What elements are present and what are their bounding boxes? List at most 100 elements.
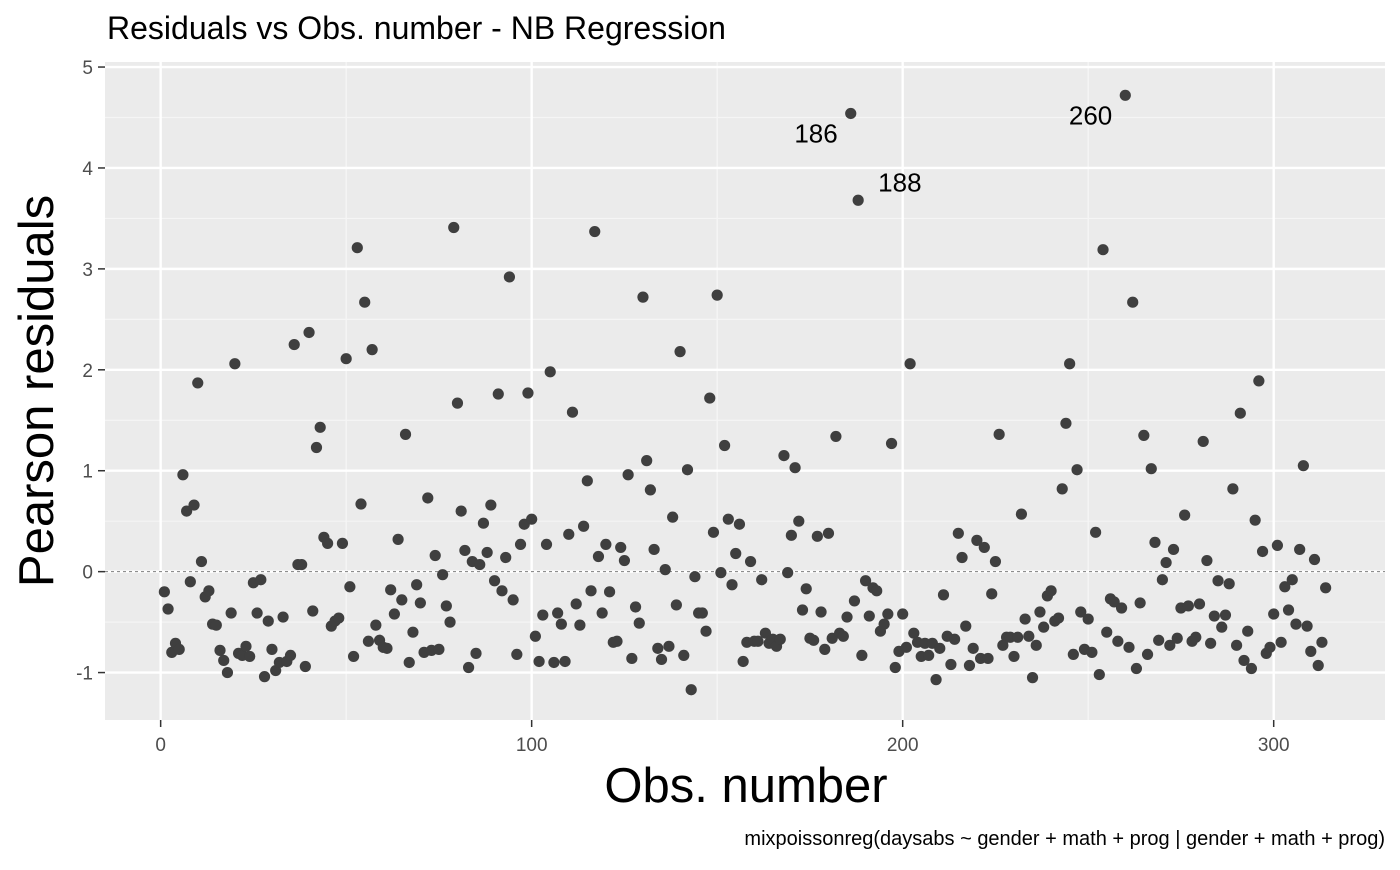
data-point (1190, 631, 1202, 643)
data-point (811, 530, 823, 542)
data-point (808, 634, 820, 646)
data-point (1108, 596, 1120, 608)
data-point (722, 513, 734, 525)
data-point (422, 492, 434, 504)
chart-caption: mixpoissonreg(daysabs ~ gender + math + … (744, 828, 1385, 850)
data-point (685, 684, 697, 696)
data-point (793, 515, 805, 527)
data-point (1167, 543, 1180, 556)
data-point (366, 344, 378, 356)
data-point (1205, 637, 1217, 649)
data-point (1227, 483, 1239, 495)
data-point (1112, 635, 1124, 647)
data-point (1071, 464, 1083, 476)
data-point (1015, 508, 1028, 520)
data-point (299, 660, 311, 673)
data-point (796, 604, 809, 616)
data-point (255, 574, 267, 586)
data-point (863, 610, 875, 622)
data-point (1182, 600, 1194, 612)
data-point (555, 618, 567, 630)
data-point (218, 654, 230, 667)
data-point (578, 520, 590, 532)
data-point (1130, 662, 1143, 675)
y-tick-label: 3 (82, 260, 93, 281)
y-tick-label: 1 (82, 462, 93, 483)
data-point (848, 595, 861, 607)
data-point (1082, 613, 1094, 625)
data-point (1134, 597, 1146, 609)
data-point (359, 296, 371, 308)
data-point (952, 527, 964, 539)
data-point (1320, 582, 1332, 594)
data-point (626, 652, 638, 665)
data-point (310, 441, 323, 454)
panel-background (105, 62, 1385, 720)
data-point (711, 289, 723, 301)
data-point (785, 529, 797, 541)
data-point (882, 608, 894, 620)
data-point (759, 627, 772, 639)
data-point (993, 428, 1005, 440)
data-point (629, 601, 642, 613)
data-point (470, 647, 482, 659)
data-point (1294, 543, 1306, 556)
data-point (514, 538, 527, 550)
data-point (778, 449, 790, 462)
data-point (307, 605, 319, 617)
data-point (1230, 639, 1243, 651)
data-point (878, 618, 890, 630)
data-point (930, 674, 942, 686)
data-point (1249, 514, 1261, 526)
data-point (756, 574, 768, 586)
data-point (852, 194, 864, 206)
x-tick-label: 200 (887, 735, 919, 756)
data-point (503, 271, 516, 283)
data-point (485, 499, 497, 511)
data-point (774, 633, 786, 645)
data-point (336, 537, 349, 549)
data-point (1026, 672, 1039, 684)
data-point (533, 655, 545, 668)
data-point (696, 607, 708, 619)
data-point (177, 469, 189, 481)
data-point (744, 555, 757, 568)
data-point (1271, 539, 1284, 552)
data-point (266, 643, 278, 655)
data-point (1193, 598, 1206, 610)
data-point (1067, 648, 1079, 661)
data-point (1038, 621, 1050, 633)
data-point (459, 544, 471, 557)
data-point (700, 625, 712, 637)
data-point (655, 653, 668, 666)
data-point (500, 551, 512, 564)
y-tick-label: 4 (82, 159, 93, 180)
data-point (733, 518, 746, 530)
data-point (488, 575, 501, 587)
data-point (1075, 606, 1087, 618)
data-point (1219, 609, 1232, 621)
data-point (429, 549, 441, 562)
data-point (1019, 613, 1031, 625)
data-point (563, 528, 575, 540)
data-point (1156, 574, 1168, 586)
data-point (444, 616, 456, 628)
data-point (1064, 358, 1076, 370)
data-point (314, 421, 326, 433)
data-point (859, 575, 872, 587)
data-point (585, 585, 597, 597)
data-point (1275, 636, 1287, 648)
data-point (1305, 645, 1317, 657)
data-point (1149, 536, 1161, 548)
data-point (203, 585, 215, 597)
data-point (1115, 602, 1128, 614)
data-point (474, 558, 486, 571)
x-axis-title: Obs. number (604, 759, 887, 813)
data-points (158, 89, 1332, 696)
data-point (522, 387, 534, 399)
data-point (603, 586, 616, 598)
data-point (481, 546, 493, 559)
data-point (1153, 634, 1165, 646)
y-tick-label: 2 (82, 361, 93, 382)
